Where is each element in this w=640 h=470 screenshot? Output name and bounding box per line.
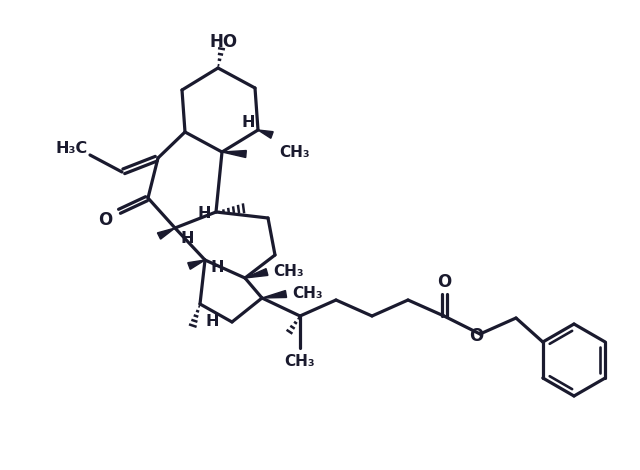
Text: H: H [197, 205, 211, 220]
Text: HO: HO [210, 33, 238, 51]
Polygon shape [222, 150, 246, 157]
Polygon shape [245, 269, 268, 278]
Text: H: H [205, 314, 219, 329]
Text: O: O [469, 327, 483, 345]
Text: CH₃: CH₃ [285, 354, 316, 369]
Text: H: H [241, 115, 255, 130]
Text: CH₃: CH₃ [274, 265, 304, 280]
Text: O: O [437, 273, 451, 291]
Text: H: H [211, 260, 224, 275]
Polygon shape [262, 290, 287, 298]
Polygon shape [157, 228, 175, 239]
Text: H₃C: H₃C [56, 141, 88, 156]
Polygon shape [188, 260, 205, 269]
Text: O: O [98, 211, 112, 229]
Polygon shape [258, 130, 273, 138]
Text: CH₃: CH₃ [292, 287, 323, 301]
Text: H: H [180, 230, 194, 245]
Text: CH₃: CH₃ [280, 144, 310, 159]
